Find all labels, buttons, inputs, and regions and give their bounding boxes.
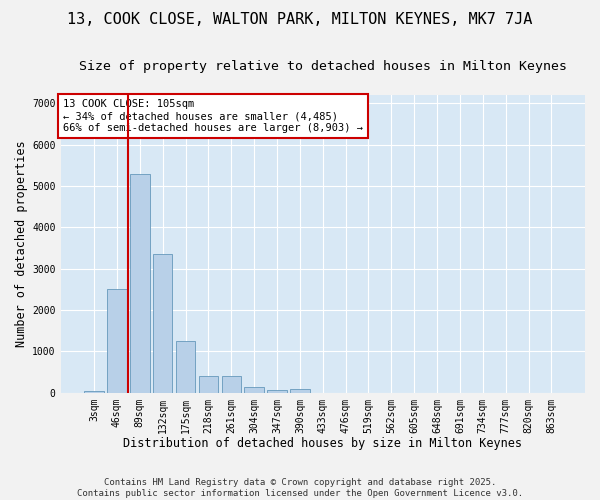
Bar <box>130 174 149 392</box>
Bar <box>176 341 195 392</box>
Bar <box>244 387 264 392</box>
Bar <box>85 390 104 392</box>
Bar <box>199 376 218 392</box>
Y-axis label: Number of detached properties: Number of detached properties <box>15 140 28 347</box>
Text: 13, COOK CLOSE, WALTON PARK, MILTON KEYNES, MK7 7JA: 13, COOK CLOSE, WALTON PARK, MILTON KEYN… <box>67 12 533 28</box>
Bar <box>153 254 172 392</box>
Bar <box>221 376 241 392</box>
Bar <box>268 390 287 392</box>
Text: Contains HM Land Registry data © Crown copyright and database right 2025.
Contai: Contains HM Land Registry data © Crown c… <box>77 478 523 498</box>
Bar <box>107 290 127 393</box>
X-axis label: Distribution of detached houses by size in Milton Keynes: Distribution of detached houses by size … <box>123 437 522 450</box>
Bar <box>290 389 310 392</box>
Title: Size of property relative to detached houses in Milton Keynes: Size of property relative to detached ho… <box>79 60 567 73</box>
Text: 13 COOK CLOSE: 105sqm
← 34% of detached houses are smaller (4,485)
66% of semi-d: 13 COOK CLOSE: 105sqm ← 34% of detached … <box>63 100 363 132</box>
